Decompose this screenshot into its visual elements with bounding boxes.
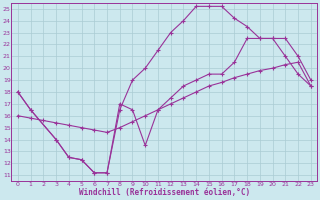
X-axis label: Windchill (Refroidissement éolien,°C): Windchill (Refroidissement éolien,°C) bbox=[79, 188, 250, 197]
